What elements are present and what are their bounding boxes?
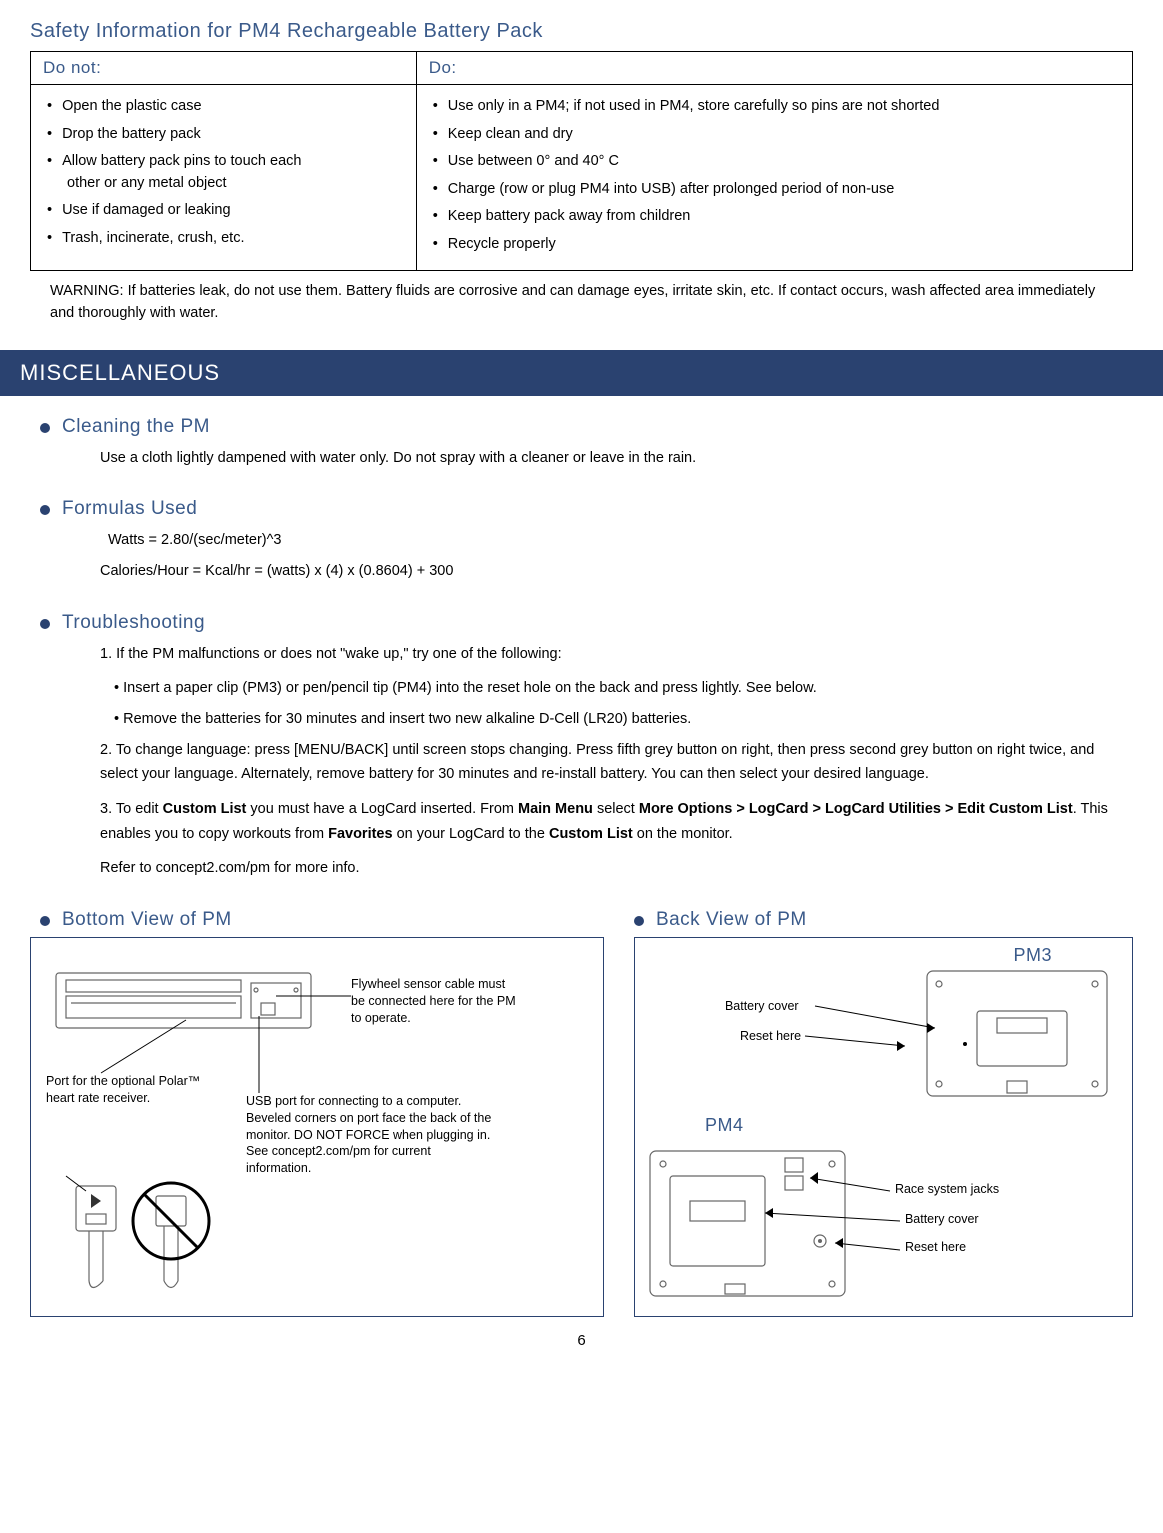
- views-row: Bottom View of PM Flywheel sensor cable …: [30, 909, 1133, 1317]
- formula-line: Calories/Hour = Kcal/hr = (watts) x (4) …: [100, 559, 1133, 584]
- ts-item1-b1: • Insert a paper clip (PM3) or pen/penci…: [114, 676, 1133, 701]
- donot-item: Trash, incinerate, crush, etc.: [47, 225, 404, 253]
- formulas-section: Formulas Used Watts = 2.80/(sec/meter)^3…: [40, 498, 1133, 583]
- donot-item: Drop the battery pack: [47, 121, 404, 149]
- donot-cell: Open the plastic case Drop the battery p…: [31, 85, 417, 271]
- do-header: Do:: [416, 52, 1132, 85]
- cleaning-title: Cleaning the PM: [62, 416, 210, 438]
- ts-refer: Refer to concept2.com/pm for more info.: [100, 856, 1133, 881]
- bullet-icon: [40, 916, 50, 926]
- do-item: Use between 0° and 40° C: [433, 148, 1120, 176]
- warning-text: WARNING: If batteries leak, do not use t…: [50, 281, 1113, 325]
- donot-header: Do not:: [31, 52, 417, 85]
- safety-heading: Safety Information for PM4 Rechargeable …: [30, 20, 1133, 43]
- do-item: Keep clean and dry: [433, 121, 1120, 149]
- formula-line: Watts = 2.80/(sec/meter)^3: [108, 528, 1133, 553]
- back-view-box: PM3 Battery cover Reset here: [634, 937, 1133, 1317]
- flywheel-label: Flywheel sensor cable must be connected …: [351, 976, 521, 1027]
- cleaning-section: Cleaning the PM Use a cloth lightly damp…: [40, 416, 1133, 471]
- troubleshooting-section: Troubleshooting 1. If the PM malfunction…: [40, 612, 1133, 881]
- formulas-title: Formulas Used: [62, 498, 197, 520]
- do-item: Keep battery pack away from children: [433, 203, 1120, 231]
- donot-item: Open the plastic case: [47, 93, 404, 121]
- pm4-battery-label: Battery cover: [905, 1211, 979, 1228]
- donot-item: Use if damaged or leaking: [47, 197, 404, 225]
- do-item: Use only in a PM4; if not used in PM4, s…: [433, 93, 1120, 121]
- connector-icon: [61, 1166, 261, 1306]
- pm4-reset-label: Reset here: [905, 1239, 966, 1256]
- ts-item1: 1. If the PM malfunctions or does not "w…: [100, 642, 1133, 667]
- back-view-title: Back View of PM: [656, 909, 807, 931]
- bottom-view-box: Flywheel sensor cable must be connected …: [30, 937, 604, 1317]
- bullet-icon: [40, 619, 50, 629]
- bottom-view-title: Bottom View of PM: [62, 909, 232, 931]
- usb-label: USB port for connecting to a computer. B…: [246, 1093, 496, 1177]
- do-item: Recycle properly: [433, 231, 1120, 259]
- safety-table: Do not: Do: Open the plastic case Drop t…: [30, 51, 1133, 271]
- do-item: Charge (row or plug PM4 into USB) after …: [433, 176, 1120, 204]
- bottom-device-icon: [51, 958, 331, 1048]
- page-number: 6: [30, 1332, 1133, 1349]
- ts-item3: 3. To edit Custom List you must have a L…: [100, 797, 1133, 846]
- troubleshooting-title: Troubleshooting: [62, 612, 205, 634]
- donot-item: Allow battery pack pins to touch eachoth…: [47, 148, 404, 197]
- do-cell: Use only in a PM4; if not used in PM4, s…: [416, 85, 1132, 271]
- bullet-icon: [634, 916, 644, 926]
- bullet-icon: [40, 423, 50, 433]
- pm4-label: PM4: [705, 1113, 744, 1137]
- ts-item1-b2: • Remove the batteries for 30 minutes an…: [114, 707, 1133, 732]
- race-jacks-label: Race system jacks: [895, 1181, 999, 1198]
- misc-banner: MISCELLANEOUS: [0, 350, 1163, 396]
- bullet-icon: [40, 505, 50, 515]
- polar-label: Port for the optional Polar™ heart rate …: [46, 1073, 226, 1107]
- pm4-device-icon: [645, 1146, 855, 1306]
- ts-item2: 2. To change language: press [MENU/BACK]…: [100, 738, 1133, 787]
- cleaning-body: Use a cloth lightly dampened with water …: [100, 446, 1133, 471]
